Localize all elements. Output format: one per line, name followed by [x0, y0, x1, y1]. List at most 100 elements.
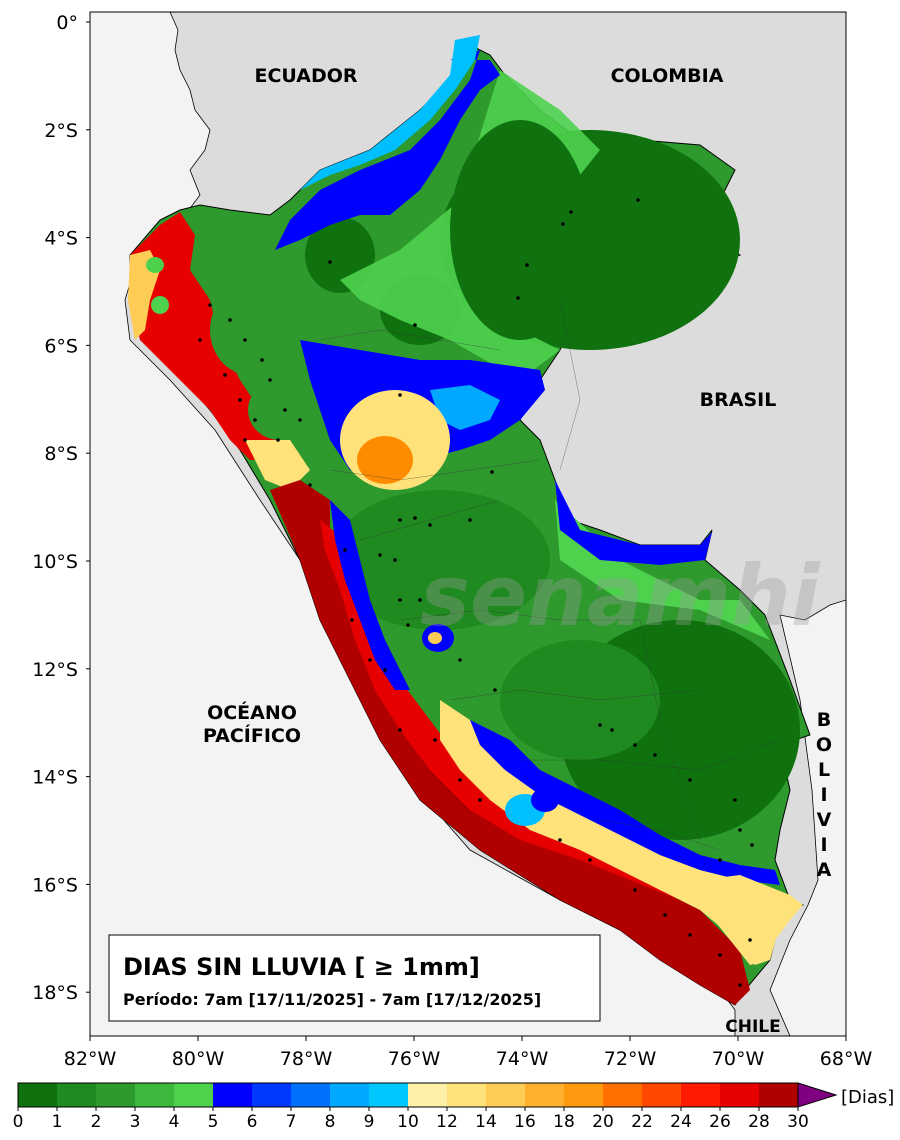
- blue-west-band: [330, 500, 410, 690]
- colorbar-segment: [525, 1083, 565, 1107]
- colorbar-tick-label: 9: [364, 1112, 375, 1132]
- label-brasil: BRASIL: [700, 389, 777, 411]
- title-box: DIAS SIN LLUVIA [ ≥ 1mm] Período: 7am [1…: [108, 934, 601, 1022]
- green-core-north2: [450, 120, 590, 340]
- lon-tick-label: 68°W: [820, 1048, 873, 1070]
- lon-tick-label: 80°W: [172, 1048, 225, 1070]
- label-colombia: COLOMBIA: [611, 65, 724, 87]
- colorbar-segment: [330, 1083, 370, 1107]
- colorbar-tick-label: 5: [208, 1112, 219, 1132]
- lat-tick-label: 4°S: [44, 228, 78, 250]
- colorbar-tick-label: 3: [130, 1112, 141, 1132]
- blue-light-center: [430, 385, 500, 430]
- coast-red-band: [320, 520, 740, 915]
- blue-south-band: [470, 720, 780, 885]
- colorbar-tick-label: 26: [709, 1112, 731, 1132]
- colorbar-tick-label: 8: [325, 1112, 336, 1132]
- colorbar-segment: [57, 1083, 97, 1107]
- colorbar-tick-label: 4: [169, 1112, 180, 1132]
- label-ocean-line2: PACÍFICO: [203, 724, 301, 747]
- green-core-central: [330, 490, 550, 630]
- colorbar-segment: [96, 1083, 136, 1107]
- lon-tick-label: 76°W: [388, 1048, 441, 1070]
- yellow-spot-center: [428, 632, 442, 644]
- bolivia-letter: I: [820, 784, 827, 806]
- lat-tick-label: 8°S: [44, 443, 78, 465]
- colorbar: 0 1 2 3 4 5 6 7 8 9 10 12 14 16 18 20 22 24 26 28 30: [13, 1082, 838, 1132]
- blue-zone-north: [275, 50, 500, 250]
- colorbar-tick-label: 22: [631, 1112, 653, 1132]
- green-core-south2: [500, 640, 660, 760]
- lat-tick-label: 18°S: [32, 982, 78, 1004]
- colorbar-tick-label: 0: [13, 1112, 24, 1132]
- yellow-se: [700, 875, 803, 965]
- lon-tick-label: 82°W: [64, 1048, 117, 1070]
- green-light-south: [555, 500, 770, 640]
- green-spot-nw2: [151, 296, 169, 314]
- colorbar-segment: [603, 1083, 643, 1107]
- department-borders: [319, 299, 781, 851]
- label-ocean-line1: OCÉANO: [207, 701, 297, 724]
- orange-hotspot: [357, 436, 413, 484]
- coast-red-north: [130, 212, 280, 460]
- map-period: Período: 7am [17/11/2025] - 7am [17/12/2…: [123, 990, 541, 1009]
- colorbar-segment: [564, 1083, 604, 1107]
- lon-tick-label: 74°W: [496, 1048, 549, 1070]
- green-spot-nw1: [146, 257, 164, 273]
- lat-tick-label: 6°S: [44, 335, 78, 357]
- colorbar-tick-label: 16: [514, 1112, 536, 1132]
- latitude-axis: 0° 2°S 4°S 6°S 8°S 10°S 12°S 14°S 16°S 18°S: [32, 12, 90, 1004]
- colorbar-segment: [486, 1083, 526, 1107]
- lat-tick-label: 10°S: [32, 551, 78, 573]
- station-points: [198, 198, 754, 987]
- colorbar-segment: [18, 1083, 58, 1107]
- lon-tick-label: 78°W: [280, 1048, 333, 1070]
- blue-east-stripe: [555, 480, 712, 565]
- green-cluster-nw: [210, 285, 290, 375]
- colorbar-tick-label: 10: [397, 1112, 419, 1132]
- colorbar-tick-label: 6: [247, 1112, 258, 1132]
- bolivia-letter: O: [816, 734, 832, 756]
- colorbar-tick-label: 7: [286, 1112, 297, 1132]
- blue-light-north: [300, 35, 480, 190]
- lat-tick-label: 16°S: [32, 874, 78, 896]
- lat-tick-label: 0°: [56, 12, 78, 34]
- colorbar-segment: [759, 1083, 799, 1107]
- blue-spot-south2: [531, 788, 559, 812]
- label-ecuador: ECUADOR: [254, 65, 357, 87]
- coast-yellow-north2: [245, 440, 310, 490]
- colorbar-tick-label: 2: [91, 1112, 102, 1132]
- colorbar-segment: [252, 1083, 292, 1107]
- colorbar-tick-label: 30: [787, 1112, 809, 1132]
- colorbar-segment: [213, 1083, 253, 1107]
- colorbar-extend-arrow: [797, 1082, 838, 1108]
- colorbar-tick-label: 20: [592, 1112, 614, 1132]
- lon-tick-label: 72°W: [604, 1048, 657, 1070]
- green-cluster-nw2: [248, 380, 312, 440]
- longitude-axis: 82°W 80°W 78°W 76°W 74°W 72°W 70°W 68°W: [64, 1036, 873, 1070]
- watermark: senamhi: [420, 547, 821, 645]
- bolivia-letter: V: [817, 809, 832, 831]
- colorbar-tick-label: 18: [553, 1112, 575, 1132]
- colorbar-tick-label: 12: [436, 1112, 458, 1132]
- map-title: DIAS SIN LLUVIA [ ≥ 1mm]: [123, 953, 480, 981]
- label-chile: CHILE: [725, 1017, 780, 1037]
- bolivia-letter: L: [818, 759, 830, 781]
- bolivia-letter: I: [820, 834, 827, 856]
- colorbar-tick-label: 1: [52, 1112, 63, 1132]
- map-layers: senamhi: [124, 12, 846, 1036]
- bolivia-letter: B: [817, 709, 831, 731]
- colorbar-unit: [Dias]: [841, 1087, 894, 1108]
- colorbar-segment: [408, 1083, 448, 1107]
- colorbar-segment: [720, 1083, 760, 1107]
- colorbar-segment: [642, 1083, 682, 1107]
- colorbar-segment: [291, 1083, 331, 1107]
- colorbar-tick-label: 28: [748, 1112, 770, 1132]
- map-frame: [89, 11, 847, 1037]
- colorbar-tick-label: 14: [475, 1112, 497, 1132]
- lon-tick-label: 70°W: [712, 1048, 765, 1070]
- colorbar-segment: [681, 1083, 721, 1107]
- lat-tick-label: 12°S: [32, 659, 78, 681]
